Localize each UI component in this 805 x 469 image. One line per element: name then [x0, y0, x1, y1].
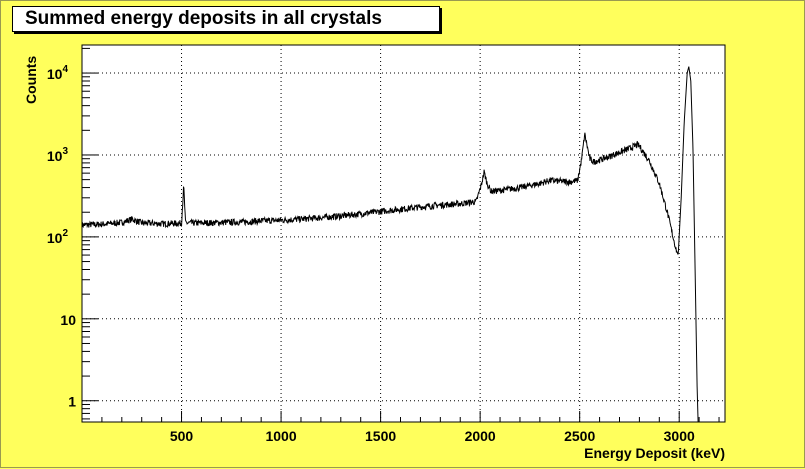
y-tick-label: 102 [47, 228, 69, 246]
y-tick-label: 103 [47, 146, 69, 164]
y-tick-label: 104 [47, 64, 69, 82]
chart-title: Summed energy deposits in all crystals [12, 6, 440, 32]
x-tick-label: 2500 [564, 428, 595, 444]
x-tick-label: 1500 [365, 428, 396, 444]
y-axis-label: Counts [23, 56, 39, 104]
x-tick-label: 500 [170, 428, 194, 444]
y-tick-label: 1 [68, 394, 76, 410]
x-tick-label: 2000 [465, 428, 496, 444]
axis-ticks [82, 47, 720, 422]
y-tick-label: 10 [60, 312, 76, 328]
x-tick-label: 3000 [664, 428, 695, 444]
plot-area [81, 44, 726, 423]
series-line [81, 66, 699, 423]
x-tick-label: 1000 [265, 428, 296, 444]
tick-labels: 500 1000 1500 2000 2500 3000 1 10 102 103 104 [47, 64, 695, 444]
x-axis-label: Energy Deposit (keV) [584, 445, 725, 461]
